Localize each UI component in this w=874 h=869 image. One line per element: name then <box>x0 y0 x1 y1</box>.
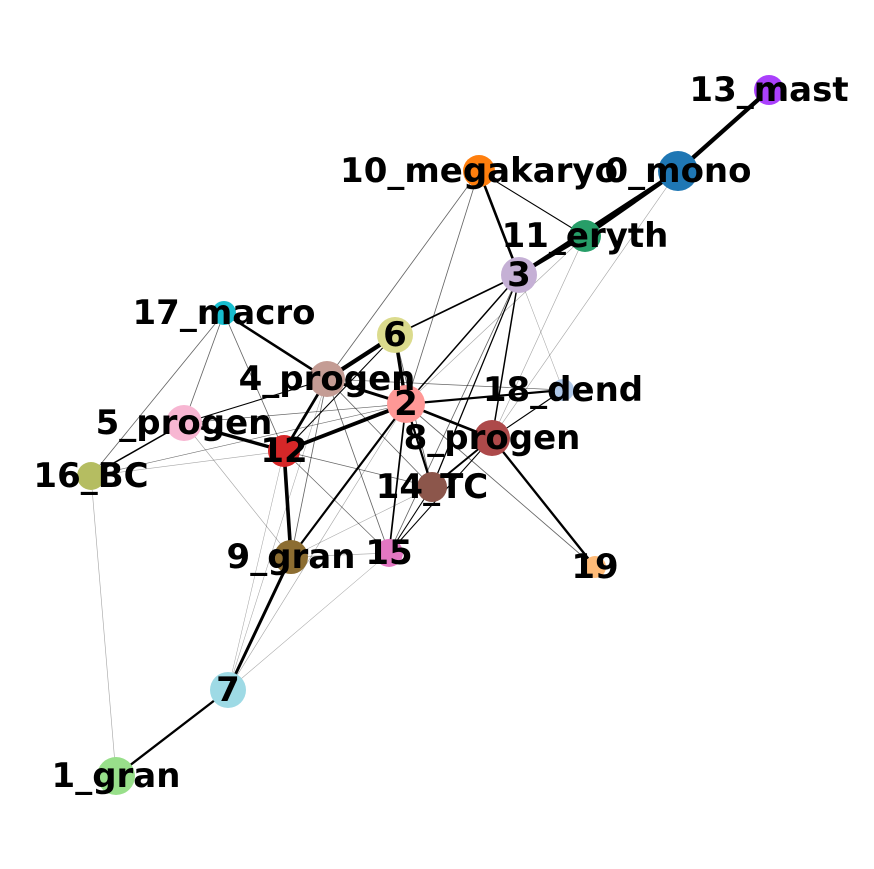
edge-3-6 <box>394 274 520 336</box>
node-17 <box>212 301 236 325</box>
edge-7-12 <box>227 450 285 691</box>
node-label-3: 3 <box>507 255 531 295</box>
edge-4-18 <box>326 378 564 391</box>
edge-3-15 <box>388 274 520 554</box>
node-7 <box>210 672 246 708</box>
edge-4-5 <box>183 378 328 424</box>
edge-12-15 <box>283 450 390 554</box>
edge-16-1 <box>90 475 117 777</box>
node-6 <box>377 317 413 353</box>
node-label-18: 18_dend <box>483 370 643 410</box>
edge-7-4 <box>227 378 328 691</box>
node-label-7: 7 <box>216 670 240 710</box>
edge-3-14 <box>431 274 520 488</box>
edge-2-9 <box>289 402 408 559</box>
node-14 <box>417 472 447 502</box>
node-label-19: 19 <box>571 547 618 587</box>
nodes-layer <box>77 75 784 795</box>
edge-7-1 <box>114 688 230 778</box>
node-2 <box>387 385 425 423</box>
edge-4-9 <box>290 378 328 558</box>
edge-2-19 <box>405 403 596 568</box>
edge-8-19 <box>490 436 597 569</box>
edge-11-8 <box>491 235 586 439</box>
node-label-15: 15 <box>365 533 412 573</box>
edge-5-9 <box>183 422 292 558</box>
edge-2-15 <box>388 403 407 554</box>
node-19 <box>584 556 606 578</box>
node-label-2: 2 <box>394 384 418 424</box>
edge-12-2 <box>282 402 408 453</box>
edge-2-18 <box>404 388 565 406</box>
edge-3-8 <box>491 274 520 439</box>
edge-11-2 <box>405 235 586 405</box>
edge-17-5 <box>183 312 225 424</box>
edge-12-16 <box>90 450 285 477</box>
node-label-5: 5_progen <box>96 403 273 443</box>
node-label-8: 8_progen <box>404 418 581 458</box>
node-1 <box>97 757 135 795</box>
edge-13-0 <box>675 87 772 174</box>
edge-4-15 <box>326 378 390 554</box>
node-11 <box>569 220 601 252</box>
edge-14-9 <box>290 486 433 558</box>
node-label-17: 17_macro <box>133 293 316 333</box>
node-label-12: 12 <box>260 431 307 471</box>
node-label-6: 6 <box>383 315 407 355</box>
edge-12-9 <box>282 449 293 559</box>
node-label-9: 9_gran <box>227 537 356 577</box>
node-8 <box>474 420 510 456</box>
node-label-14: 14_TC <box>376 467 488 507</box>
node-12 <box>268 435 300 467</box>
node-label-16: 16_BC <box>33 456 148 496</box>
edge-6-12 <box>283 334 396 452</box>
edge-3-18 <box>518 274 564 391</box>
node-label-4: 4_progen <box>239 359 416 399</box>
edge-17-4 <box>222 311 329 381</box>
node-13 <box>754 75 784 105</box>
edge-7-15 <box>227 552 390 691</box>
node-label-0: 0_mono <box>604 151 751 191</box>
node-16 <box>77 462 105 490</box>
edge-9-7 <box>226 555 293 692</box>
node-3 <box>501 257 537 293</box>
node-label-11: 11_eryth <box>502 216 669 256</box>
node-label-13: 13_mast <box>689 70 848 110</box>
edge-10-4 <box>326 170 480 380</box>
node-18 <box>552 379 574 401</box>
node-9 <box>274 540 308 574</box>
edge-17-12 <box>223 312 285 452</box>
node-4 <box>309 361 345 397</box>
edge-10-11 <box>478 170 586 237</box>
node-label-10: 10_megakaryo <box>340 151 618 191</box>
node-10 <box>463 155 495 187</box>
node-label-1: 1_gran <box>52 756 181 796</box>
edge-3-2 <box>405 274 520 405</box>
edge-4-14 <box>326 378 433 488</box>
node-0 <box>658 151 698 191</box>
edge-10-3 <box>477 169 521 277</box>
edge-5-2 <box>183 403 407 424</box>
edge-10-2 <box>405 170 480 405</box>
node-15 <box>375 539 403 567</box>
edge-2-7 <box>227 403 407 691</box>
node-5 <box>166 405 202 441</box>
edge-17-16 <box>90 312 225 477</box>
